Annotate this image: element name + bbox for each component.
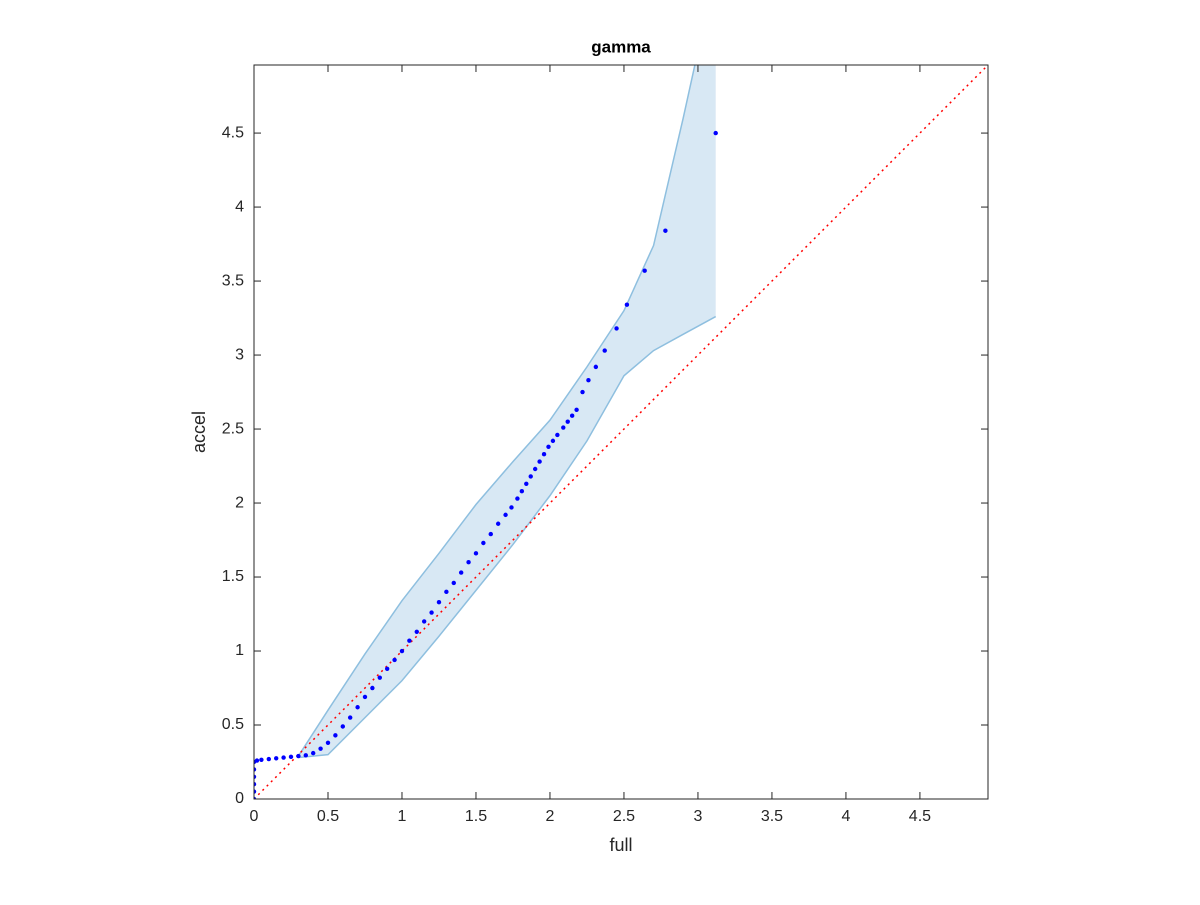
point [532,466,538,472]
point [524,481,529,486]
point [503,512,508,518]
band-upper-line [297,65,696,757]
y-tick-label: 4 [235,198,244,215]
point [362,694,368,700]
y-tick-label: 4.5 [222,124,244,141]
x-tick-label: 0 [250,808,259,825]
point [473,551,479,556]
point [458,570,464,575]
point [259,757,264,762]
point [586,378,591,383]
x-tick-label: 4 [841,808,850,825]
point [436,599,442,605]
point [414,629,419,634]
point [370,685,375,691]
point [377,675,382,680]
axes-frame [253,64,989,800]
point [254,774,257,780]
point [266,756,271,762]
point [519,488,525,494]
point [663,228,668,233]
point [429,610,434,615]
point [488,531,493,537]
point [318,746,323,751]
point [713,130,718,136]
point [451,580,456,586]
point [273,756,279,761]
point [407,638,412,643]
x-tick-label: 3 [693,808,702,825]
point [466,560,471,565]
point [580,389,585,395]
point [254,796,257,799]
y-tick-label: 0 [235,790,244,807]
x-tick-label: 2 [546,808,555,825]
x-tick-label: 1 [398,808,407,825]
x-tick-label: 4.5 [909,808,931,825]
point [624,302,630,307]
y-tick-label: 3.5 [222,272,244,289]
point [561,425,566,430]
y-tick-label: 0.5 [222,716,244,733]
point [347,715,353,720]
point [254,782,257,787]
point [546,444,551,449]
point [574,407,579,413]
point [254,767,257,772]
chart-title: gamma [591,37,651,56]
point [399,648,405,654]
axes: 0 0.5 1 1.5 2 2.5 3 3.5 4 4.5 0 0.5 1 1.5 2 2.5 3 3.5 4 4.5 [222,64,989,825]
point [642,268,647,273]
y-tick-label: 3 [235,346,244,363]
x-tick-label: 0.5 [317,808,339,825]
point [515,496,520,501]
point [384,666,390,671]
point [340,724,345,729]
y-tick-label: 2 [235,494,244,511]
plot-area [254,65,988,799]
point [333,733,338,738]
point [281,755,286,760]
y-axis-label: accel [189,411,209,453]
point [481,540,486,546]
point [421,619,427,624]
x-tick-label: 1.5 [465,808,487,825]
point [325,740,331,745]
point [254,789,257,794]
point [602,348,607,353]
y-tick-label: 1.5 [222,568,244,585]
point [392,657,397,663]
x-tick-label: 2.5 [613,808,635,825]
band-lower-line [298,315,717,759]
point [310,750,316,756]
point [593,364,599,370]
point [550,438,556,444]
point [537,459,542,464]
point [565,419,570,424]
y-tick-label: 1 [235,642,244,659]
point [528,474,533,479]
point [569,413,575,418]
point [355,705,360,710]
point [614,326,619,331]
point [288,754,294,760]
point [495,521,501,526]
x-axis-label: full [609,835,632,855]
reference-line [254,65,988,799]
point [254,758,260,763]
point [541,451,547,457]
x-tick-label: 3.5 [761,808,783,825]
point [509,505,514,510]
point [444,589,449,595]
point [296,753,301,759]
point [303,753,308,758]
y-tick-label: 2.5 [222,420,244,437]
point [555,432,560,438]
